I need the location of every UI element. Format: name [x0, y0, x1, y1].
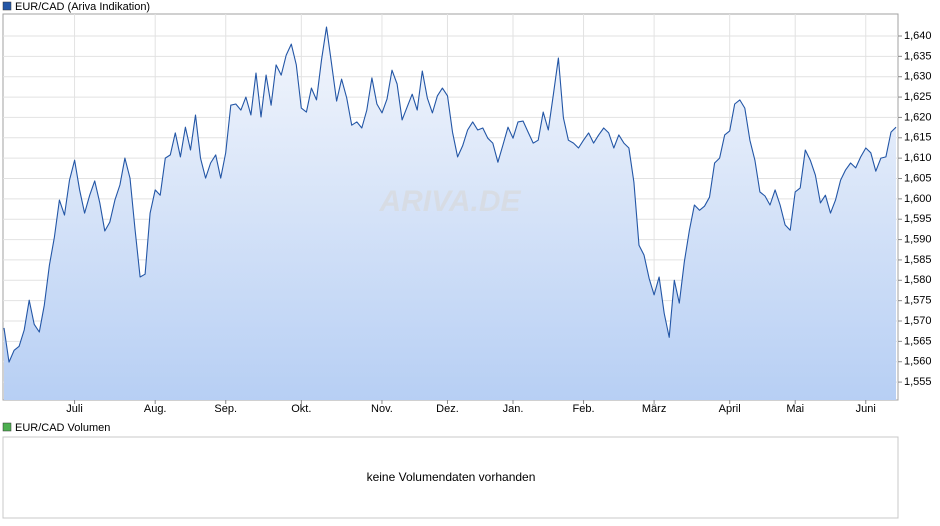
y-tick-label: 1,585: [904, 254, 932, 266]
y-tick-label: 1,640: [904, 30, 932, 42]
x-tick-label: Jan.: [503, 403, 524, 415]
price-line: [3, 26, 897, 363]
x-tick-label: Dez.: [436, 403, 459, 415]
watermark: ARIVA.DE: [378, 185, 521, 218]
y-tick-label: 1,600: [904, 193, 932, 205]
x-tick-label: Nov.: [371, 403, 393, 415]
y-tick-label: 1,580: [904, 274, 932, 286]
x-tick-label: Sep.: [214, 403, 237, 415]
y-tick-label: 1,560: [904, 356, 932, 368]
x-tick-label: Mai: [786, 403, 804, 415]
volume-panel: [2, 436, 899, 519]
x-tick-label: Juni: [856, 403, 876, 415]
legend-label: EUR/CAD (Ariva Indikation): [15, 1, 150, 13]
y-tick-label: 1,570: [904, 315, 932, 327]
legend-label: EUR/CAD Volumen: [15, 422, 110, 434]
y-tick-label: 1,565: [904, 335, 932, 347]
x-tick-label: Juli: [66, 403, 83, 415]
y-tick-label: 1,635: [904, 50, 932, 62]
x-tick-label: Okt.: [291, 403, 311, 415]
legend-swatch: [2, 1, 12, 11]
area: [4, 27, 896, 400]
y-tick-label: 1,625: [904, 91, 932, 103]
x-tick-label: April: [719, 403, 741, 415]
y-tick-label: 1,555: [904, 376, 932, 388]
legend-swatch: [2, 422, 12, 432]
y-tick-label: 1,620: [904, 111, 932, 123]
y-tick-label: 1,595: [904, 213, 932, 225]
y-tick-label: 1,610: [904, 152, 932, 164]
y-tick-label: 1,605: [904, 172, 932, 184]
y-tick-label: 1,615: [904, 132, 932, 144]
y-tick-label: 1,590: [904, 233, 932, 245]
x-tick-label: März: [642, 403, 666, 415]
y-tick-label: 1,630: [904, 71, 932, 83]
y-tick-label: 1,575: [904, 295, 932, 307]
empty-message: keine Volumendaten vorhanden: [367, 470, 536, 484]
marks: [3, 26, 897, 400]
x-tick-label: Feb.: [573, 403, 595, 415]
x-tick-label: Aug.: [144, 403, 167, 415]
